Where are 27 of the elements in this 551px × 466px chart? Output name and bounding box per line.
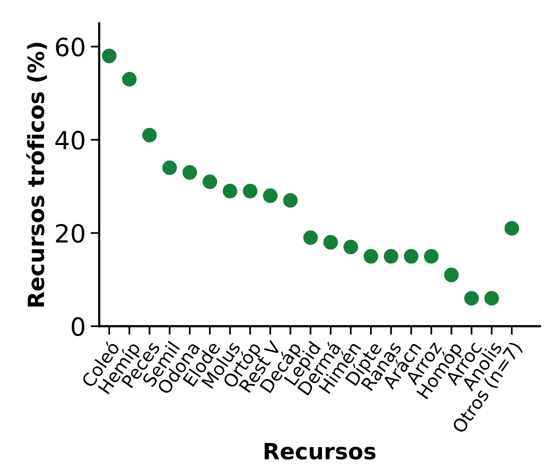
y-tick-label: 20 bbox=[56, 224, 84, 243]
point bbox=[202, 174, 218, 190]
point bbox=[262, 188, 278, 204]
point bbox=[424, 249, 439, 264]
point bbox=[343, 240, 358, 254]
y-tick-label: 60 bbox=[56, 38, 84, 56]
point bbox=[122, 72, 137, 87]
point bbox=[283, 193, 298, 208]
point bbox=[404, 249, 418, 264]
point bbox=[162, 160, 177, 176]
point bbox=[142, 128, 157, 142]
x-axis-title: Recursos bbox=[264, 443, 376, 460]
point bbox=[464, 290, 479, 306]
point bbox=[323, 235, 338, 250]
point bbox=[182, 165, 198, 180]
point bbox=[484, 290, 499, 306]
point bbox=[444, 268, 459, 282]
point bbox=[384, 249, 398, 264]
point bbox=[364, 249, 378, 264]
y-tick-label: 40 bbox=[55, 130, 84, 150]
point bbox=[504, 221, 520, 236]
point bbox=[102, 48, 117, 64]
point bbox=[303, 230, 318, 245]
point bbox=[222, 184, 238, 198]
y-axis-title: Recursos tróficos (%) bbox=[26, 42, 47, 307]
point bbox=[242, 184, 258, 198]
y-tick-label: 0 bbox=[72, 317, 84, 336]
